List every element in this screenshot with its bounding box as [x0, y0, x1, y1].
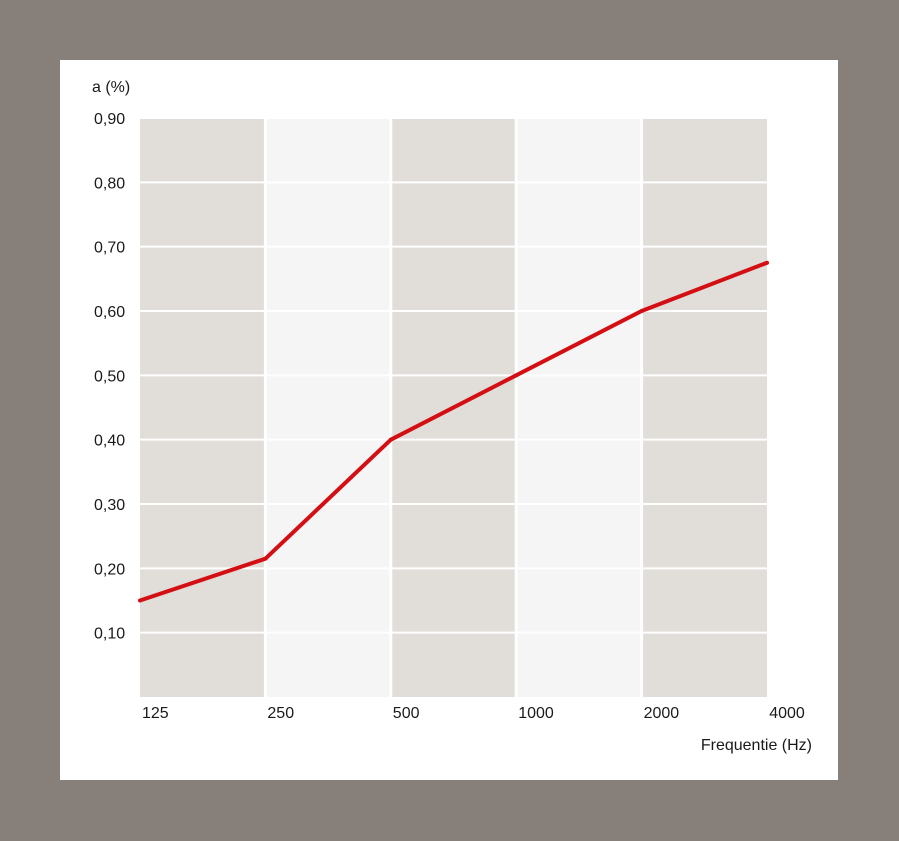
band-1000-2000 [516, 118, 642, 697]
y-tick-label: 0,90 [94, 111, 125, 128]
y-axis-title: a (%) [92, 79, 130, 96]
y-tick-labels: 0,10 0,20 0,30 0,40 0,50 0,60 0,70 0,80 0,90 [94, 111, 125, 643]
band-250-500 [265, 118, 391, 697]
data-point-1000 [514, 373, 519, 378]
data-point-500 [388, 437, 393, 442]
x-tick-label: 2000 [644, 705, 680, 722]
gridlines [140, 117, 767, 697]
band-2000-4000 [641, 118, 767, 697]
y-tick-label: 0,80 [94, 175, 125, 192]
y-tick-label: 0,60 [94, 304, 125, 321]
y-tick-label: 0,40 [94, 433, 125, 450]
x-tick-label: 125 [142, 705, 169, 722]
x-tick-label: 250 [267, 705, 294, 722]
series-layer [138, 260, 769, 603]
y-tick-label: 0,10 [94, 626, 125, 643]
y-tick-label: 0,30 [94, 497, 125, 514]
data-point-125 [138, 598, 142, 603]
chart-card: 0,10 0,20 0,30 0,40 0,50 0,60 0,70 0,80 0,90 125… [60, 60, 838, 780]
series-line-0 [139, 260, 768, 603]
data-point-2000 [639, 309, 644, 313]
x-tick-label: 500 [393, 705, 420, 722]
absorption-chart: 0,10 0,20 0,30 0,40 0,50 0,60 0,70 0,80 0,90 125… [92, 79, 812, 754]
data-point-4000 [765, 260, 769, 265]
x-tick-labels: 125 250 500 1000 2000 4000 [142, 705, 805, 722]
band-125-250 [140, 118, 266, 697]
x-tick-label: 4000 [769, 705, 805, 722]
x-tick-label: 1000 [518, 705, 554, 722]
y-tick-label: 0,70 [94, 240, 125, 257]
y-tick-label: 0,20 [94, 561, 125, 578]
background-bands [140, 118, 767, 697]
y-tick-label: 0,50 [94, 368, 125, 385]
x-axis-title: Frequentie (Hz) [701, 737, 812, 754]
data-point-250 [263, 556, 268, 561]
